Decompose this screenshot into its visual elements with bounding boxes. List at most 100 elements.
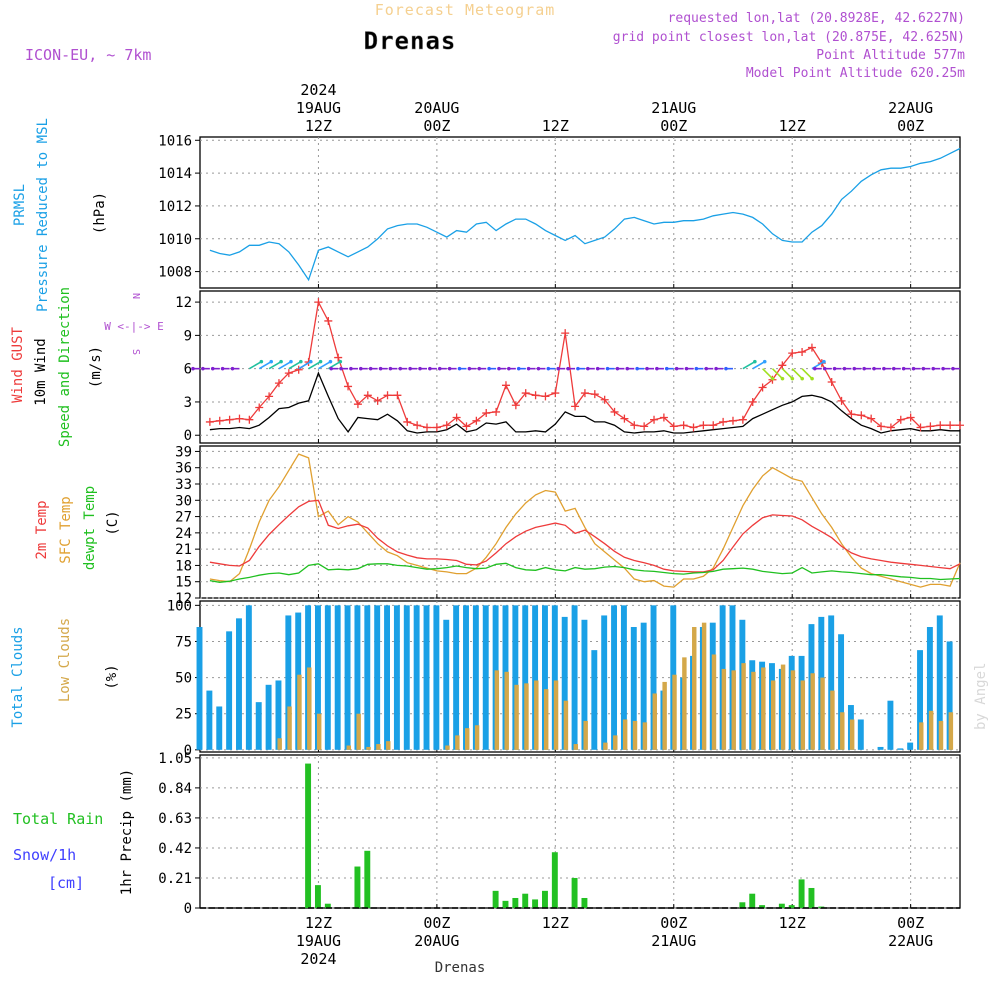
wind-direction-head <box>349 366 353 371</box>
rain-bar <box>571 877 578 908</box>
ytick-label: 25 <box>175 707 192 723</box>
wind-direction-head <box>625 366 630 371</box>
wind-direction-head <box>526 366 531 371</box>
info-model-altitude: Model Point Altitude 620.25m <box>746 66 965 81</box>
rain-bar <box>354 866 361 908</box>
gust-marker <box>353 400 362 409</box>
time-label-top: 21AUG <box>651 99 696 117</box>
temp-axis-unit: (C) <box>105 510 121 535</box>
time-label-bottom: 12Z <box>305 914 332 932</box>
sfc-temp-line <box>209 453 961 588</box>
wind-direction-arrow <box>762 368 774 380</box>
total-clouds-bar <box>324 605 331 750</box>
compass-south: S <box>130 349 141 355</box>
low-clouds-bar <box>938 720 944 750</box>
ytick-label: 1.05 <box>158 751 192 767</box>
wind-direction-head <box>289 359 293 364</box>
wind-direction-arrow <box>268 360 282 370</box>
low-clouds-bar <box>790 670 796 750</box>
wind-direction-head <box>635 366 639 371</box>
wind-direction-head <box>800 376 805 381</box>
gust-marker <box>571 402 580 411</box>
gust-marker <box>748 397 757 406</box>
total-clouds-bar <box>206 690 213 750</box>
total-clouds-bar <box>196 627 203 750</box>
gust-marker <box>334 353 343 362</box>
total-clouds-bar <box>926 627 933 750</box>
time-label-top: 2024 <box>300 81 336 99</box>
ytick-label: 1008 <box>158 265 192 281</box>
time-label-top: 12Z <box>305 117 332 135</box>
gust-marker <box>719 417 728 426</box>
wind-direction-head <box>822 366 827 371</box>
wind-direction-head <box>931 366 936 371</box>
low-clouds-bar <box>376 744 381 750</box>
low-clouds-bar <box>682 657 687 750</box>
wind-direction-head <box>852 366 857 371</box>
low-clouds-bar <box>583 720 588 750</box>
rain-axis-title: Total Rain <box>13 810 103 828</box>
gust-marker <box>867 414 876 423</box>
total-clouds-bar <box>551 605 558 750</box>
total-clouds-bar <box>265 684 272 750</box>
panel-frame-precip <box>199 754 961 909</box>
low-clouds-bar <box>297 674 302 750</box>
gust-marker <box>738 415 747 424</box>
rain-bar <box>581 897 588 908</box>
ytick-label: 12 <box>175 591 192 607</box>
wind-direction-head <box>210 366 215 371</box>
low-clouds-bar <box>356 713 361 750</box>
meteogram-subtitle: Forecast Meteogram <box>375 1 556 19</box>
gust-marker <box>274 379 283 388</box>
ytick-label: 39 <box>175 444 192 460</box>
time-label-bottom: 12Z <box>779 914 806 932</box>
total-clouds-bar <box>828 615 835 750</box>
rain-bar <box>305 763 312 908</box>
rain-bar <box>749 893 756 908</box>
time-label-bottom: 00Z <box>897 914 924 932</box>
info-requested: requested lon,lat (20.8928E, 42.6227N) <box>668 11 965 26</box>
low-clouds-bar <box>800 680 806 750</box>
rain-bar <box>739 902 746 908</box>
gust-marker <box>956 421 964 430</box>
wind-direction-head <box>516 366 521 371</box>
low-clouds-bar <box>316 713 322 750</box>
gust-marker <box>896 415 905 424</box>
low-clouds-bar <box>613 735 618 750</box>
ytick-label: 0 <box>184 901 192 917</box>
wind-direction-arrow <box>752 360 766 370</box>
temp2m-line <box>209 499 961 573</box>
time-label-top: 20AUG <box>414 99 459 117</box>
total-clouds-bar <box>917 650 923 750</box>
wind-direction-head <box>595 366 600 371</box>
wind-direction-head <box>191 366 195 371</box>
wind-axis-unit: (m/s) <box>88 346 104 388</box>
wind-direction-head <box>259 359 264 364</box>
gust-marker <box>511 401 520 410</box>
precip-axis-title: 1hr Precip (mm) <box>119 769 135 895</box>
wind-direction-head <box>724 366 728 371</box>
ytick-label: 1010 <box>158 232 192 248</box>
wind-direction-head <box>780 376 785 381</box>
ytick-label: 18 <box>175 558 192 574</box>
gust-marker <box>837 396 846 405</box>
gust-marker <box>728 416 737 425</box>
gust-marker <box>363 391 372 400</box>
wind-direction-head <box>358 366 363 371</box>
low-clouds-bar <box>919 722 924 750</box>
low-clouds-bar <box>494 670 500 750</box>
compass-north: N <box>130 293 141 299</box>
pressure-axis-subtitle: Pressure Reduced to MSL <box>35 118 51 312</box>
total-clouds-bar <box>620 605 627 750</box>
total-clouds-bar <box>887 700 894 750</box>
wind-direction-head <box>388 366 393 371</box>
total-clouds-bar <box>907 742 914 750</box>
time-label-bottom: 19AUG <box>296 932 341 950</box>
wind-direction-head <box>329 366 333 371</box>
time-label-bottom: 12Z <box>542 914 569 932</box>
panels: 1008101010121014101603691212151821242730… <box>10 81 964 968</box>
low-clouds-bar <box>849 719 855 750</box>
wind-direction-head <box>339 366 343 371</box>
gust-marker <box>758 383 767 392</box>
